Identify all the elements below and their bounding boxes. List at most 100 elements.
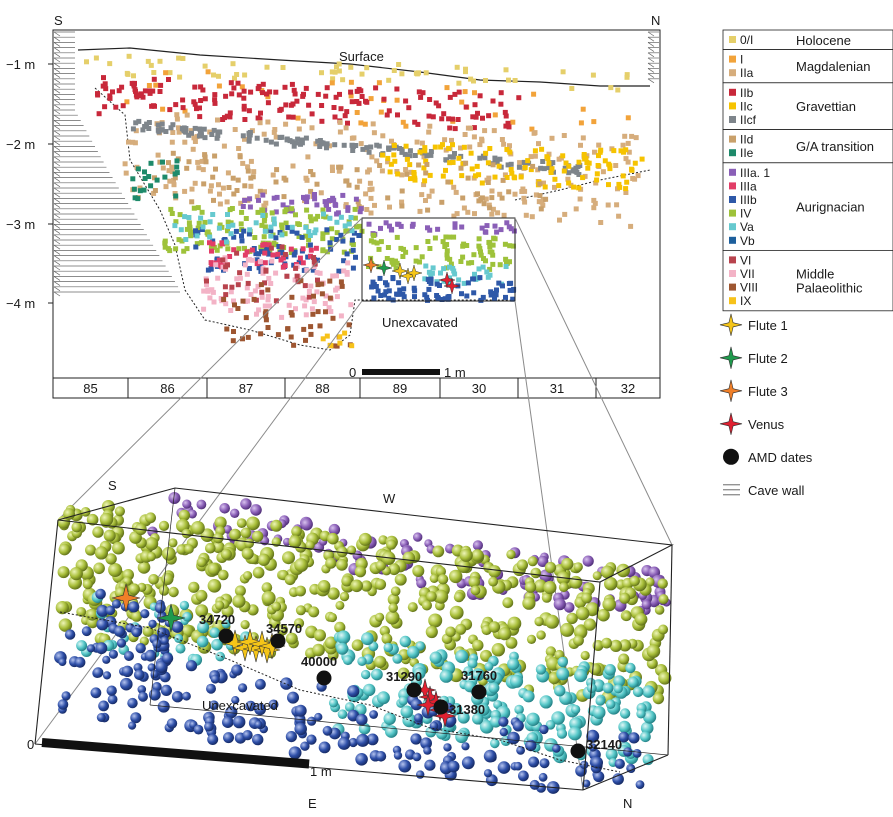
section-marker [447,160,453,166]
section-marker [328,309,334,314]
section-marker [345,260,351,266]
find-sphere [569,575,583,589]
section-marker [507,149,513,155]
find-sphere [652,692,665,705]
legend-group-name: Aurignacian [796,200,865,215]
section-marker [349,343,355,349]
section-marker [314,202,320,208]
section-marker [522,199,528,205]
section-marker [623,156,629,162]
section-marker [538,206,544,212]
find-sphere [507,731,520,745]
find-sphere [522,596,536,610]
section-marker [273,270,279,276]
find-sphere [613,684,623,694]
section-marker [507,287,513,293]
find-sphere [629,575,640,587]
section-marker [311,255,317,260]
find-sphere [76,640,88,652]
section-marker [174,164,180,170]
section-marker [576,172,582,177]
section-marker [537,181,543,187]
section-marker [211,244,217,250]
section-marker [411,285,417,291]
section-marker [107,95,113,101]
find-sphere [116,638,127,648]
find-sphere [74,656,86,668]
section-marker [463,104,469,110]
legend-layer-code: VII [740,267,755,281]
section-marker [232,127,238,132]
section-marker [454,211,460,217]
section-marker [472,211,477,217]
section-marker [571,184,577,190]
section-marker [427,227,433,233]
section-marker [317,144,323,149]
find-sphere [160,684,172,697]
section-marker [265,325,271,330]
find-sphere [526,634,537,645]
section-marker [123,170,129,176]
section-marker [349,99,355,105]
section-marker [451,213,457,219]
square-number: 88 [315,381,329,396]
section-marker [320,248,326,254]
square-number: 30 [472,381,486,396]
find-sphere [95,642,108,655]
section-marker [199,209,205,215]
section-marker [188,128,194,134]
section-marker [189,130,194,136]
section-marker [483,196,489,202]
section-marker [466,260,472,266]
section-marker [207,219,213,225]
section-marker [379,168,385,174]
section-marker [391,152,397,158]
section-frame [52,29,661,399]
section-marker [261,234,267,240]
section-marker [283,220,289,226]
find-sphere [314,712,323,722]
section-marker [312,230,318,236]
section-marker [492,223,498,229]
section-marker [212,97,218,103]
section-marker [137,185,143,191]
section-marker [254,261,260,267]
section-marker [563,160,569,166]
section-marker [425,152,431,158]
section-marker [320,231,326,237]
section-marker [315,138,321,144]
find-sphere [366,733,379,746]
section-marker [254,135,260,141]
section-marker [193,244,199,250]
section-marker [160,159,165,165]
section-marker [120,103,126,109]
section-marker [300,295,306,301]
find-sphere [485,774,498,787]
find-sphere [214,600,225,610]
section-marker [273,235,279,241]
section-marker [291,342,297,348]
section-marker [364,145,370,151]
legend-group-name: Gravettian [796,99,856,114]
section-marker [258,282,264,288]
section-marker [241,88,247,94]
section-marker [329,69,335,75]
section-marker [394,86,400,92]
find-sphere [71,521,83,533]
section-marker [231,247,237,253]
section-marker [290,101,296,107]
find-sphere [388,563,400,576]
find-sphere [246,516,260,531]
section-marker [458,145,463,151]
section-marker [504,220,510,226]
find-sphere [461,756,475,770]
section-marker [309,125,315,131]
section-marker [201,126,207,132]
section-marker [294,230,300,236]
find-sphere [640,721,654,735]
section-marker [268,281,274,286]
section-marker [254,194,260,200]
section-marker [307,214,313,220]
section-marker [279,225,285,231]
